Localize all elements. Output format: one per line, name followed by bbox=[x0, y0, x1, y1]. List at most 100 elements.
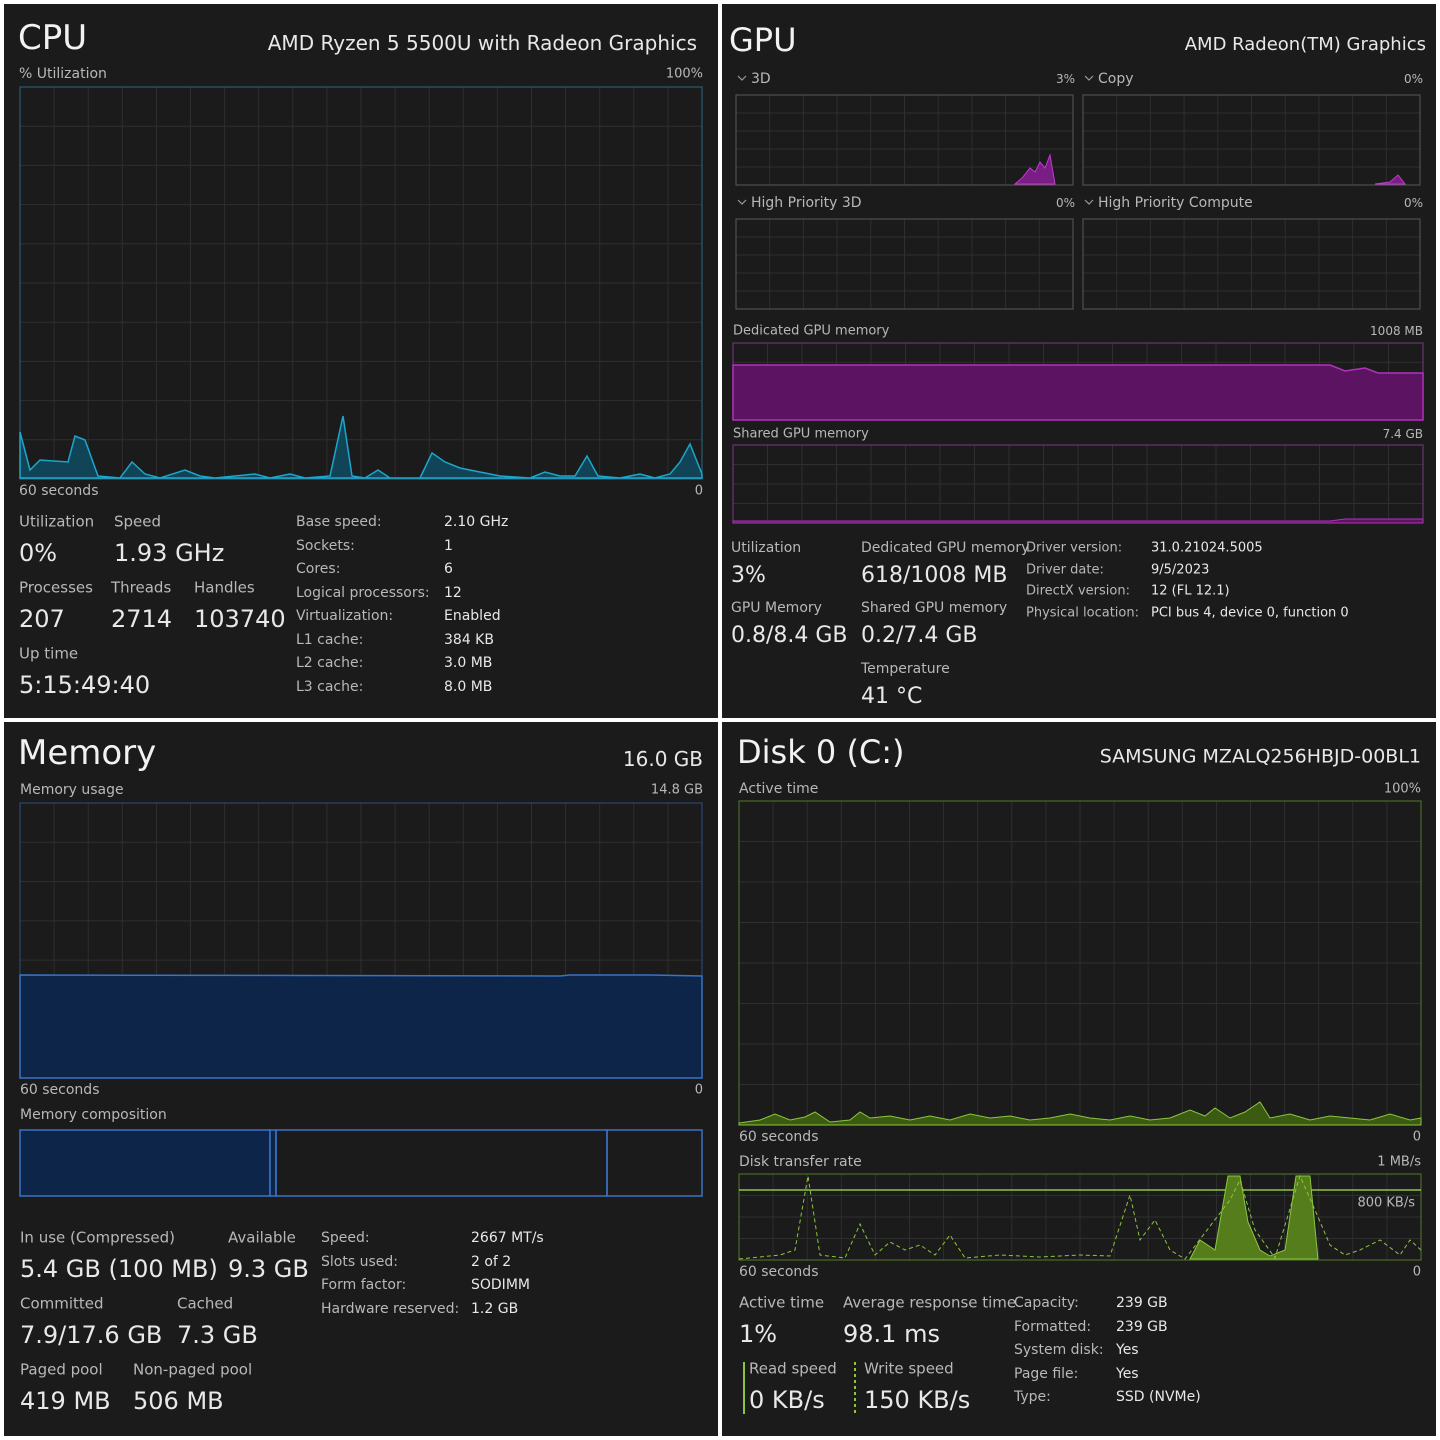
label: 0 bbox=[1412, 1264, 1421, 1280]
label: Copy bbox=[1098, 71, 1134, 87]
graph-frame bbox=[735, 218, 1074, 310]
cpu-trace bbox=[19, 415, 703, 479]
label: Utilization bbox=[731, 540, 802, 556]
label: Physical location: bbox=[1026, 605, 1139, 620]
value: Enabled bbox=[444, 608, 501, 624]
value: 0% bbox=[19, 539, 58, 567]
label: Committed bbox=[20, 1294, 104, 1313]
value: 384 KB bbox=[444, 631, 494, 648]
value: 618/1008 MB bbox=[861, 563, 1008, 588]
label: L2 cache: bbox=[296, 655, 364, 671]
label: 0% bbox=[1403, 196, 1423, 210]
value: 9.3 GB bbox=[228, 1255, 309, 1283]
chevron bbox=[737, 75, 747, 81]
value: 7.3 GB bbox=[177, 1321, 258, 1349]
graph-frame bbox=[735, 94, 1074, 186]
memory-trace bbox=[19, 974, 703, 1079]
value: 0 KB/s bbox=[749, 1386, 825, 1414]
gpu-copy-trace bbox=[1374, 174, 1407, 185]
value: 98.1 ms bbox=[843, 1320, 940, 1348]
standby-segment bbox=[275, 1129, 608, 1197]
label: Base speed: bbox=[296, 514, 382, 530]
label: Threads bbox=[111, 578, 172, 597]
shared-trace bbox=[732, 518, 1424, 524]
label: 14.8 GB bbox=[650, 782, 703, 798]
label: Logical processors: bbox=[296, 584, 430, 601]
label: 3D bbox=[751, 71, 771, 87]
label: Active time bbox=[739, 1293, 825, 1312]
value: AMD Ryzen 5 5500U with Radeon Graphics bbox=[267, 31, 697, 55]
label: 3% bbox=[1055, 72, 1075, 86]
label: Memory composition bbox=[20, 1107, 167, 1123]
label: Active time bbox=[739, 781, 819, 797]
label: L3 cache: bbox=[296, 678, 364, 695]
label: High Priority 3D bbox=[751, 195, 862, 211]
in-use-segment bbox=[19, 1129, 271, 1197]
label: 60 seconds bbox=[19, 483, 99, 499]
label: 0 bbox=[1412, 1129, 1421, 1145]
label: Paged pool bbox=[20, 1360, 103, 1379]
label: Form factor: bbox=[321, 1277, 407, 1293]
panel-title: Memory bbox=[18, 733, 157, 773]
label: Cores: bbox=[296, 561, 341, 577]
label: Memory usage bbox=[20, 782, 124, 798]
value: 7.9/17.6 GB bbox=[20, 1321, 163, 1349]
value: 207 bbox=[19, 605, 65, 633]
label: Dedicated GPU memory bbox=[861, 540, 1030, 556]
label: Capacity: bbox=[1014, 1295, 1079, 1311]
dedicated-trace bbox=[732, 364, 1424, 421]
label: 0% bbox=[1055, 196, 1075, 210]
label: Utilization bbox=[19, 512, 95, 531]
chevron bbox=[1084, 199, 1094, 205]
gpu-panel bbox=[722, 4, 1436, 718]
value: 2714 bbox=[111, 605, 173, 633]
value: 5.4 GB (100 MB) bbox=[20, 1255, 218, 1283]
label: Type: bbox=[1014, 1389, 1051, 1405]
label: Driver date: bbox=[1026, 562, 1104, 577]
disk-read-trace bbox=[1189, 1175, 1319, 1260]
label: DirectX version: bbox=[1026, 583, 1130, 599]
value: 239 GB bbox=[1116, 1318, 1168, 1335]
label: 100% bbox=[1383, 781, 1421, 797]
value: 12 (FL 12.1) bbox=[1151, 583, 1230, 599]
label: Virtualization: bbox=[296, 608, 394, 624]
label: 1008 MB bbox=[1370, 324, 1423, 338]
graph-frame bbox=[1082, 218, 1421, 310]
label: L1 cache: bbox=[296, 631, 364, 648]
value: SAMSUNG MZALQ256HBJD-00BL1 bbox=[1099, 745, 1421, 768]
value: 2.10 GHz bbox=[444, 514, 509, 530]
value: 0.2/7.4 GB bbox=[861, 623, 978, 648]
value: 3.0 MB bbox=[444, 655, 493, 671]
value: 6 bbox=[444, 561, 453, 577]
value: 16.0 GB bbox=[622, 747, 703, 771]
label: Write speed bbox=[864, 1359, 954, 1378]
chevron bbox=[737, 199, 747, 205]
value: 31.0.21024.5005 bbox=[1151, 540, 1263, 556]
label: Hardware reserved: bbox=[321, 1300, 460, 1317]
value: 12 bbox=[444, 584, 462, 601]
value: 1 bbox=[444, 537, 453, 554]
panel-title: GPU bbox=[729, 21, 797, 59]
label: Slots used: bbox=[321, 1253, 398, 1270]
value: PCI bus 4, device 0, function 0 bbox=[1151, 605, 1349, 620]
value: 1.2 GB bbox=[471, 1300, 519, 1317]
label: Shared GPU memory bbox=[861, 600, 1008, 616]
label: Disk transfer rate bbox=[739, 1154, 862, 1170]
value: 8.0 MB bbox=[444, 678, 493, 695]
label: 1 MB/s bbox=[1377, 1154, 1421, 1170]
value: SSD (NVMe) bbox=[1116, 1389, 1201, 1405]
value: Yes bbox=[1116, 1342, 1139, 1358]
label: 800 KB/s bbox=[1357, 1195, 1415, 1211]
panel-title: CPU bbox=[18, 18, 88, 58]
label: 60 seconds bbox=[739, 1264, 819, 1280]
label: 0% bbox=[1403, 72, 1423, 86]
disk-active-trace bbox=[738, 1101, 1422, 1126]
label: Average response time bbox=[843, 1293, 1017, 1312]
value: 239 GB bbox=[1116, 1295, 1168, 1311]
chevron bbox=[1084, 75, 1094, 81]
modified-segment bbox=[269, 1129, 277, 1197]
label: Available bbox=[228, 1228, 296, 1247]
label: High Priority Compute bbox=[1098, 195, 1253, 211]
label: Up time bbox=[19, 644, 79, 663]
